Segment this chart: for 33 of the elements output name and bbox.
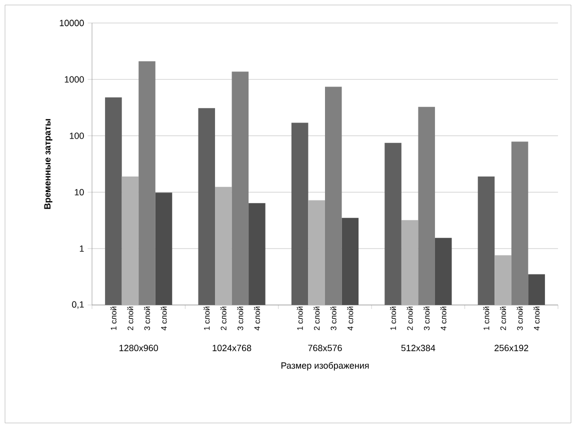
text: 3 слой	[516, 306, 523, 330]
text: 4 слой	[440, 306, 446, 330]
text: 2 слой	[220, 306, 226, 330]
text: 3 слой	[144, 306, 150, 330]
text: 2 слой	[406, 306, 413, 330]
text: 3 слой	[424, 306, 430, 330]
y-tick-label: 0,1	[72, 301, 84, 309]
text: 3 слой	[330, 306, 336, 330]
y-axis-title: Временные затраты	[44, 119, 52, 209]
text: 2 слой	[127, 306, 134, 330]
y-tick-label: 10000	[60, 20, 84, 26]
x-tick-label: 768x576	[308, 344, 342, 352]
text: 2 слой	[500, 306, 506, 330]
y-tick-label: 1000	[64, 76, 84, 83]
x-tick-label: 256x192	[494, 344, 528, 352]
text: 1 слой	[110, 306, 116, 330]
y-tick-label: 10	[74, 189, 84, 196]
text: 4 слой	[347, 306, 354, 330]
x-axis-title: Размер изображения	[281, 362, 369, 370]
x-tick-label: 1024x768	[212, 344, 252, 352]
text: 2 слой	[314, 306, 320, 330]
text: 4 слой	[534, 306, 540, 330]
text: 1 слой	[296, 306, 303, 330]
text: 4 слой	[254, 306, 260, 330]
text: 4 слой	[160, 306, 167, 330]
y-tick-label: 100	[70, 132, 84, 139]
text: 3 слой	[237, 306, 244, 330]
x-tick-label: 512x384	[401, 344, 436, 352]
y-tick-label: 1	[80, 245, 84, 252]
text: 1 слой	[204, 306, 210, 330]
text: 1 слой	[483, 306, 490, 330]
text: 1 слой	[390, 306, 396, 330]
x-tick-label: 1280x960	[120, 344, 158, 352]
